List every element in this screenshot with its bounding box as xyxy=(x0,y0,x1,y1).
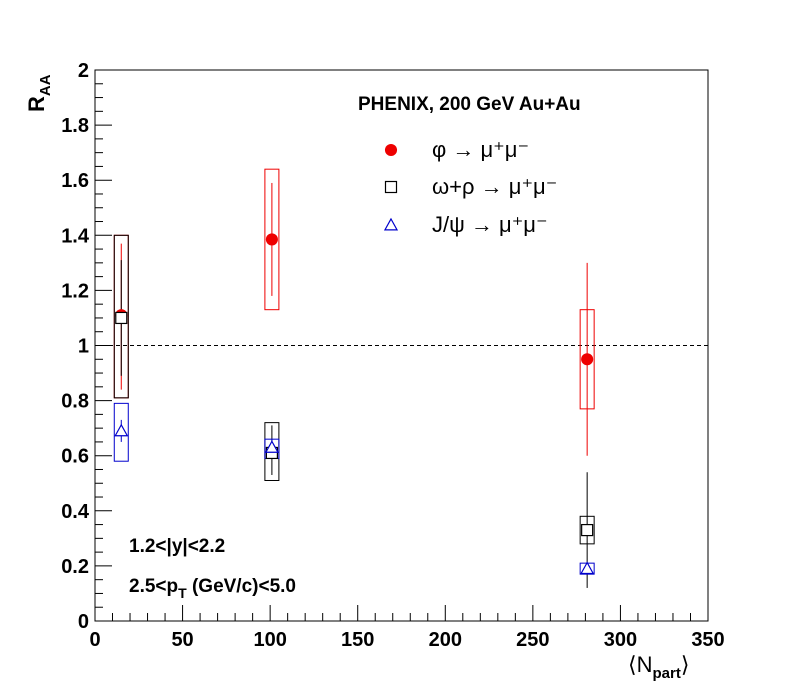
chart-title: PHENIX, 200 GeV Au+Au xyxy=(358,94,581,115)
sys-error-box xyxy=(113,402,129,462)
y-tick-label: 0.2 xyxy=(61,556,89,578)
x-tick-label: 250 xyxy=(516,629,549,651)
legend-label: φ → μ⁺μ⁻ xyxy=(432,137,529,162)
x-tick-label: 200 xyxy=(429,629,462,651)
y-tick-label: 2 xyxy=(78,60,89,82)
data-point xyxy=(265,233,278,246)
y-tick-label: 1.4 xyxy=(61,225,90,247)
x-tick-label: 300 xyxy=(604,629,637,651)
x-axis-label: ⟨Npart⟩ xyxy=(628,652,689,682)
data-marks xyxy=(113,168,595,588)
data-point xyxy=(114,423,129,437)
x-tick-label: 50 xyxy=(171,629,193,651)
legend-marker xyxy=(384,143,398,157)
x-tick-label: 0 xyxy=(89,629,100,651)
data-point xyxy=(115,311,128,325)
y-tick-label: 0.8 xyxy=(61,391,89,413)
sys-error-box xyxy=(113,234,129,399)
y-axis-label: RAA xyxy=(24,74,54,112)
sys-error-box xyxy=(264,168,280,311)
x-tick-label: 350 xyxy=(691,629,724,651)
svg-text:2.5<pT (GeV/c)<5.0: 2.5<pT (GeV/c)<5.0 xyxy=(129,576,296,601)
y-tick-label: 1 xyxy=(78,336,89,358)
legend-label: ω+ρ → μ⁺μ⁻ xyxy=(432,174,557,199)
series-1-points xyxy=(115,311,594,537)
x-tick-label: 100 xyxy=(253,629,286,651)
legend: φ → μ⁺μ⁻ ω+ρ → μ⁺μ⁻ J/ψ → μ⁺μ⁻ xyxy=(383,137,557,237)
y-tick-label: 0 xyxy=(78,611,89,633)
y-tick-label: 1.2 xyxy=(61,280,89,302)
legend-marker xyxy=(384,180,398,194)
y-tick-label: 0.6 xyxy=(61,446,89,468)
svg-text:⟨Npart⟩: ⟨Npart⟩ xyxy=(628,652,689,682)
legend-marker xyxy=(383,217,399,231)
data-point xyxy=(580,561,595,575)
axes: 0 50 100 150 200 250 300 350 0 0.2 0.4 0.6 0.8 1 1.2 1.… xyxy=(61,60,725,651)
annotation-rapidity: 1.2<|y|<2.2 xyxy=(129,536,225,557)
y-tick-label: 0.4 xyxy=(61,501,90,523)
y-tick-label: 1.6 xyxy=(61,170,89,192)
x-tick-label: 150 xyxy=(341,629,374,651)
data-point xyxy=(581,523,594,537)
y-tick-label: 1.8 xyxy=(61,115,89,137)
series-2-points xyxy=(114,423,595,575)
data-point xyxy=(581,353,594,366)
data-point xyxy=(264,440,279,453)
annotation-pt: 2.5<pT (GeV/c)<5.0 xyxy=(129,576,296,601)
legend-label: J/ψ → μ⁺μ⁻ xyxy=(432,212,548,237)
svg-text:RAA: RAA xyxy=(24,74,54,112)
